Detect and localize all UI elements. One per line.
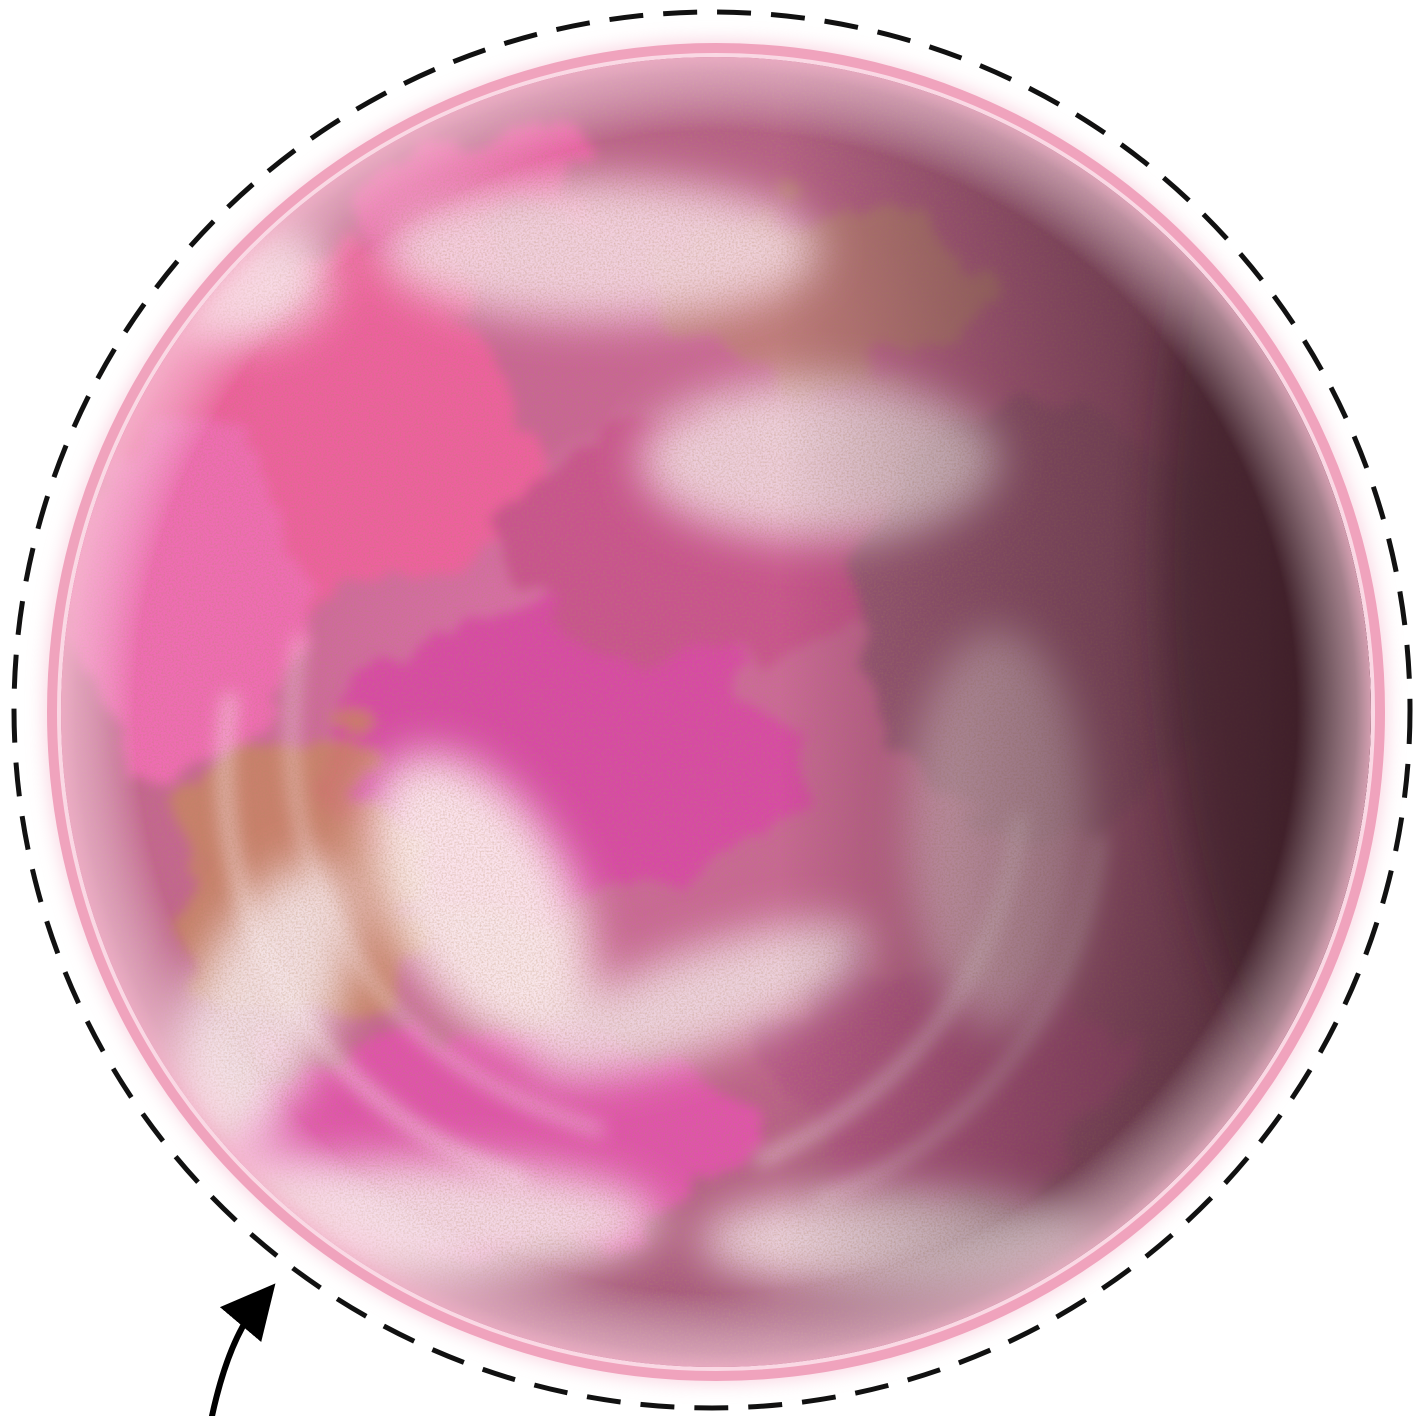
dashed-boundary-circle — [11, 9, 1413, 1411]
planet-rim — [47, 43, 1385, 1381]
curved-arrow-icon — [209, 1283, 276, 1416]
